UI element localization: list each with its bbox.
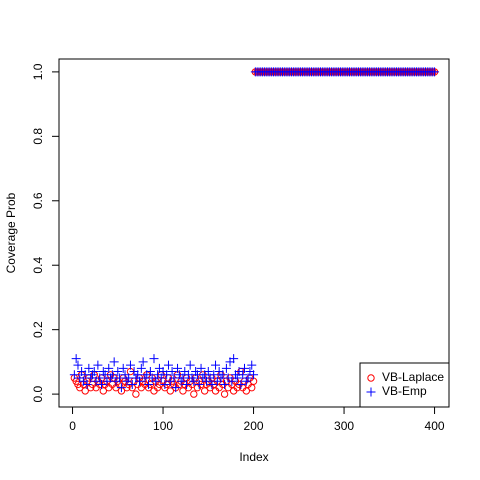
point [221, 363, 231, 373]
y-axis-label: Coverage Prob [4, 192, 18, 273]
point [81, 387, 89, 395]
legend-label: VB-Emp [382, 384, 427, 398]
point [95, 373, 105, 383]
point [247, 360, 257, 370]
point [171, 383, 181, 393]
point [200, 387, 209, 395]
point [169, 373, 179, 383]
point [89, 367, 99, 377]
point [178, 373, 188, 383]
point [227, 376, 237, 386]
y-tick-label: 0.0 [31, 385, 45, 402]
point [145, 367, 155, 377]
legend-box [359, 362, 450, 408]
point [209, 370, 219, 380]
point [135, 376, 145, 386]
x-tick-label: 300 [334, 419, 354, 433]
point [203, 367, 213, 377]
point [71, 354, 81, 364]
point [190, 390, 198, 398]
legend-symbol [366, 387, 376, 397]
point [167, 367, 177, 377]
x-tick-label: 100 [153, 419, 173, 433]
point [179, 387, 187, 395]
point [109, 357, 119, 367]
legend-symbol [367, 374, 375, 382]
point [160, 379, 170, 389]
point [173, 363, 183, 373]
point [99, 387, 108, 395]
point [211, 360, 221, 370]
point [166, 387, 174, 395]
point [69, 370, 79, 380]
point [104, 363, 114, 373]
point [82, 379, 92, 389]
point [194, 379, 204, 389]
point [149, 354, 159, 364]
point [196, 363, 206, 373]
point [138, 357, 148, 367]
point [248, 383, 256, 392]
point [118, 363, 128, 373]
x-tick-label: 400 [425, 419, 445, 433]
point [182, 379, 192, 389]
point [238, 370, 248, 380]
point [136, 363, 146, 373]
point [249, 370, 259, 380]
y-tick-label: 0.6 [31, 192, 45, 209]
x-tick-label: 0 [69, 419, 76, 433]
point [163, 360, 173, 370]
point [151, 376, 161, 386]
point [220, 390, 229, 398]
point [218, 370, 228, 380]
y-tick-label: 1.0 [31, 63, 45, 80]
y-tick-label: 0.2 [31, 321, 45, 338]
point [162, 370, 172, 380]
y-tick-label: 0.4 [31, 257, 45, 274]
point [239, 363, 249, 373]
point [107, 370, 117, 380]
point [113, 367, 123, 377]
y-tick-label: 0.8 [31, 128, 45, 145]
point [125, 360, 135, 370]
point [116, 383, 126, 393]
point [73, 360, 83, 370]
point [133, 370, 143, 380]
point [115, 373, 125, 383]
point [430, 67, 440, 77]
point [220, 379, 230, 389]
point [229, 354, 239, 364]
point [243, 373, 253, 383]
point [144, 379, 154, 389]
x-axis-label: Index [239, 450, 268, 464]
point [232, 373, 242, 383]
x-tick-label: 200 [244, 419, 264, 433]
legend-label: VB-Laplace [382, 370, 444, 384]
point [156, 373, 166, 383]
point [207, 379, 217, 389]
point [185, 360, 195, 370]
point [127, 379, 137, 389]
point [189, 376, 199, 386]
plot-frame [58, 58, 450, 408]
point [93, 360, 103, 370]
point [132, 390, 140, 398]
point [84, 363, 94, 373]
point [97, 379, 107, 389]
point [236, 379, 246, 389]
point [242, 387, 251, 395]
